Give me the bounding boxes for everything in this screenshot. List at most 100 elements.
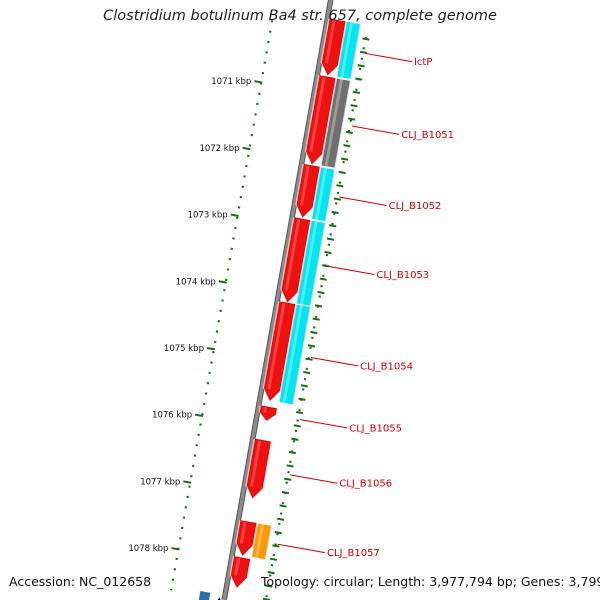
- ruler-tick-label: 1076 kbp: [152, 411, 192, 421]
- ruler-major-tick: [230, 213, 239, 217]
- ruler-minor-tick: [312, 317, 320, 321]
- match-band: [279, 304, 310, 405]
- cropped-gene-arrow: [217, 597, 221, 600]
- ruler-minor-tick: [303, 370, 311, 375]
- ruler-minor-tick: [336, 184, 344, 188]
- ruler-tick-label: 1078 kbp: [128, 544, 168, 554]
- ruler-major-tick: [194, 413, 204, 418]
- gene-label: CLJ_B1052: [389, 201, 442, 212]
- cds-arrow-highlight: [267, 303, 286, 390]
- kbp-ruler: 1071 kbp 1072 kbp 1073 kbp 1074 kbp 1075 kbp…: [128, 37, 370, 600]
- ruler-minor-tick: [329, 224, 337, 228]
- gene-label: CLJ_B1053: [376, 270, 429, 281]
- ruler-minor-tick: [279, 504, 287, 508]
- ruler-minor-tick: [293, 424, 301, 428]
- gene-label: CLJ_B1057: [327, 548, 380, 559]
- cds-arrow-highlight: [239, 522, 247, 544]
- inner-dotted-track: [169, 20, 274, 591]
- ruler-minor-tick: [343, 144, 351, 148]
- accession-text: Accession: NC_012658: [9, 574, 152, 589]
- cds-arrow: [230, 556, 251, 588]
- ruler-minor-tick: [269, 557, 278, 561]
- cropped-gene-feature: [198, 591, 211, 600]
- cds-track: [198, 18, 347, 600]
- match-band-highlight: [324, 79, 343, 167]
- cds-arrow-highlight: [299, 165, 310, 206]
- ruler-major-tick: [183, 480, 192, 484]
- cds-arrow-highlight: [309, 77, 326, 153]
- cds-arrow-highlight: [250, 440, 261, 487]
- gene-leader-line: [299, 419, 348, 429]
- blast-match-track: [251, 21, 361, 560]
- cds-arrow-highlight: [284, 219, 301, 291]
- cds-arrow-highlight: [234, 558, 241, 576]
- gene-leader-line: [364, 52, 413, 63]
- gene-leader-line: [310, 356, 359, 367]
- backbone-line: [222, 0, 333, 600]
- ruler-minor-tick: [295, 410, 304, 415]
- ruler-tick-label: 1073 kbp: [188, 211, 228, 221]
- ruler-minor-tick: [277, 517, 285, 521]
- map-title: Clostridium botulinum Ba4 str. 657, comp…: [103, 8, 497, 24]
- ruler-minor-tick: [310, 330, 318, 335]
- ruler-minor-tick: [267, 571, 275, 575]
- ruler-minor-tick: [357, 64, 365, 68]
- ruler-tick-label: 1075 kbp: [164, 344, 204, 354]
- ruler-minor-tick: [359, 50, 368, 54]
- ruler-major-tick: [242, 146, 251, 151]
- ruler-minor-tick: [286, 464, 294, 468]
- match-band: [297, 220, 325, 306]
- match-band-highlight: [300, 221, 318, 305]
- ruler-minor-tick: [333, 197, 342, 201]
- gene-leader-line: [339, 196, 387, 206]
- ruler-major-tick: [254, 80, 263, 84]
- ruler-minor-tick: [317, 290, 325, 295]
- ruler-minor-tick: [288, 450, 297, 455]
- ruler-minor-tick: [324, 250, 332, 255]
- ruler-tick-label: 1074 kbp: [176, 277, 216, 287]
- match-band: [312, 167, 335, 221]
- ruler-minor-tick: [265, 584, 273, 588]
- match-band-highlight: [282, 305, 303, 404]
- match-band-highlight: [255, 524, 264, 558]
- genome-stats-text: Topology: circular; Length: 3,977,794 bp…: [261, 574, 600, 589]
- ruler-minor-tick: [319, 277, 327, 281]
- ruler-major-tick: [218, 280, 227, 284]
- gene-label: CLJ_B1056: [339, 479, 392, 490]
- ruler-minor-tick: [348, 117, 356, 121]
- ruler-minor-tick: [298, 397, 306, 401]
- match-band: [321, 78, 350, 168]
- gene-leader-line: [327, 265, 375, 275]
- ruler-minor-tick: [345, 130, 353, 135]
- gene-label: lctP: [414, 57, 432, 68]
- cds-arrow-highlight: [263, 407, 267, 413]
- ruler-minor-tick: [284, 477, 292, 481]
- ruler-tick-label: 1071 kbp: [211, 77, 251, 87]
- cds-arrow: [259, 405, 277, 421]
- genome-backbone: [221, 0, 334, 600]
- cds-arrow-highlight: [325, 20, 336, 64]
- ruler-minor-tick: [274, 531, 282, 535]
- ruler-minor-tick: [291, 437, 299, 441]
- ruler-major-tick: [206, 346, 216, 351]
- match-band-highlight: [315, 167, 328, 220]
- ruler-minor-tick: [281, 491, 290, 495]
- ruler-minor-tick: [331, 210, 339, 215]
- gene-label: CLJ_B1055: [349, 423, 402, 434]
- ruler-minor-tick: [272, 544, 280, 548]
- ruler-tick-label: 1077 kbp: [140, 477, 180, 487]
- ruler-tick-label: 1072 kbp: [199, 144, 239, 154]
- ruler-minor-tick: [362, 37, 370, 41]
- gene-leader-line: [277, 543, 326, 554]
- ruler-minor-tick: [350, 104, 358, 108]
- ruler-minor-tick: [300, 384, 308, 388]
- match-band: [252, 523, 271, 560]
- gene-leader-line: [289, 474, 338, 484]
- gene-leader-line: [351, 125, 400, 135]
- match-band: [337, 21, 360, 79]
- ruler-minor-tick: [352, 90, 361, 95]
- gene-labels: lctP CLJ_B1051 CLJ_B1052 CLJ_B1053 CLJ_B1054…: [277, 52, 454, 559]
- gene-label: CLJ_B1051: [401, 130, 454, 141]
- ruler-minor-tick: [340, 157, 349, 161]
- ruler-minor-tick: [326, 237, 334, 241]
